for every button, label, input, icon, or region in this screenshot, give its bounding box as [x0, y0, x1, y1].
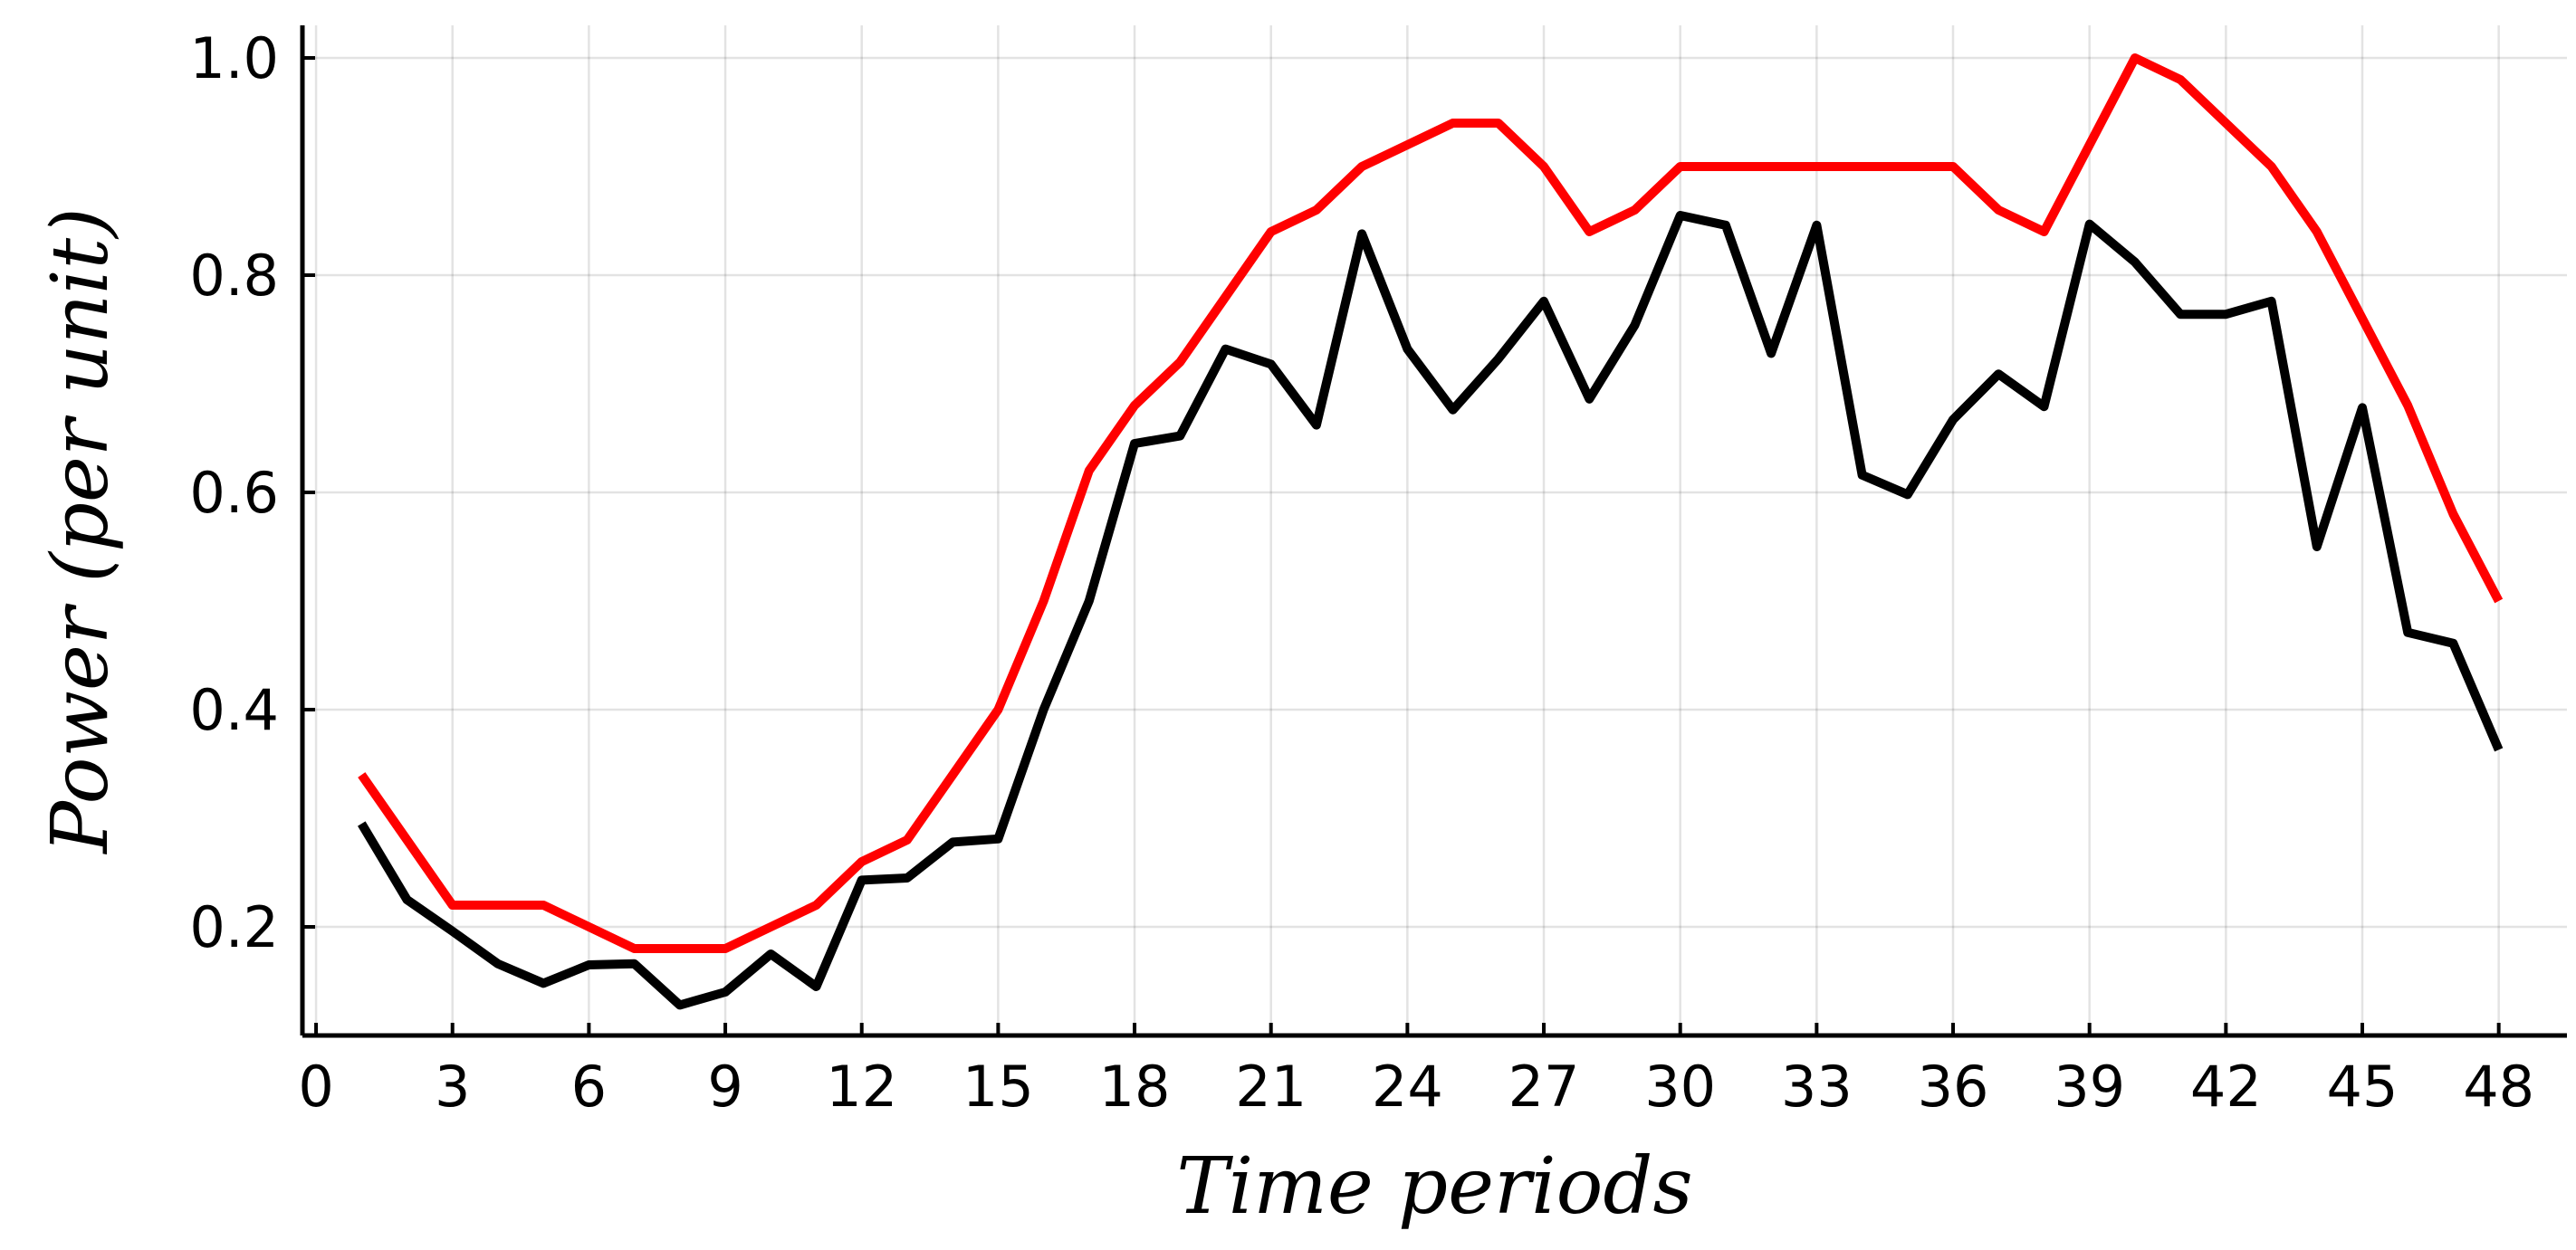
x-tick-label: 48 — [2463, 1054, 2534, 1120]
x-tick-label: 24 — [1372, 1054, 1443, 1120]
series-line-2 — [358, 211, 2504, 1010]
x-tick-label: 36 — [1918, 1054, 1989, 1120]
y-tick-label: 0.2 — [189, 894, 279, 960]
x-tick-label: 12 — [826, 1054, 897, 1120]
x-tick-label: 33 — [1781, 1054, 1853, 1120]
x-tick-label: 6 — [571, 1054, 607, 1120]
x-tick-label: 21 — [1235, 1054, 1307, 1120]
series-group — [358, 53, 2504, 1010]
y-tick-label: 0.8 — [189, 243, 279, 309]
grid-lines — [302, 25, 2567, 1035]
x-tick-label: 27 — [1508, 1054, 1580, 1120]
x-tick-label: 39 — [2054, 1054, 2125, 1120]
x-tick-label: 18 — [1099, 1054, 1171, 1120]
y-tick-label: 0.6 — [189, 460, 279, 526]
x-ticks: 0 3 6 9 12 15 18 21 24 27 30 33 36 39 42 45 48 — [298, 1023, 2534, 1120]
x-tick-label: 42 — [2190, 1054, 2262, 1120]
x-tick-label: 0 — [298, 1054, 333, 1120]
y-axis-label: Power (per unit) — [35, 207, 126, 854]
x-axis-label: Time periods — [1176, 1141, 1692, 1232]
x-tick-label: 9 — [707, 1054, 742, 1120]
series-line-1 — [358, 53, 2504, 953]
y-tick-label: 0.4 — [189, 677, 279, 743]
y-ticks: 0.2 0.4 0.6 0.8 1.0 — [189, 25, 315, 960]
axes — [300, 25, 2567, 1038]
x-tick-label: 3 — [435, 1054, 470, 1120]
y-tick-label: 1.0 — [189, 25, 279, 91]
x-tick-label: 45 — [2327, 1054, 2399, 1120]
x-tick-label: 30 — [1644, 1054, 1716, 1120]
x-tick-label: 15 — [962, 1054, 1034, 1120]
